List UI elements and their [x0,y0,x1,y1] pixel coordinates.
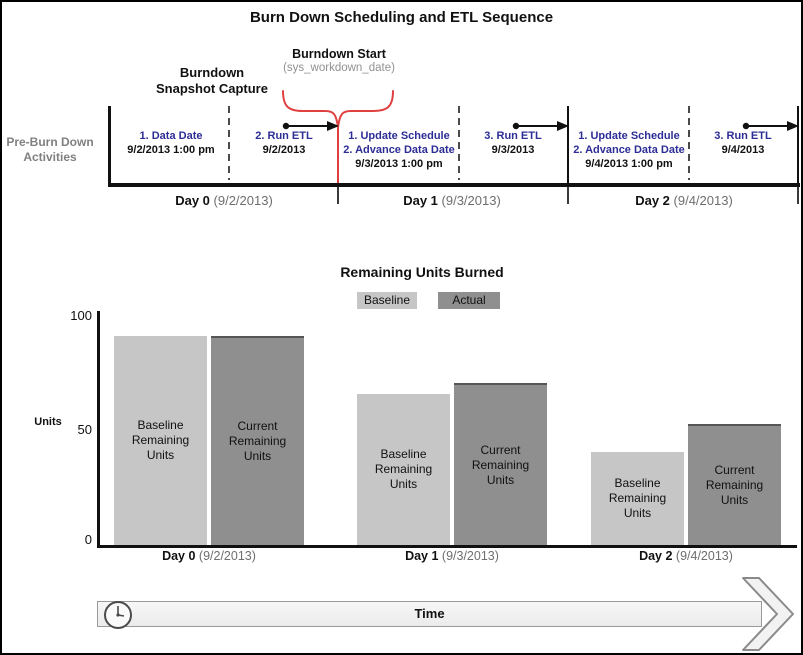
timeline-axis [108,183,800,187]
chart-x-axis [97,545,797,548]
step-label: 1. Update Schedule [578,130,680,142]
day1-day2-axis-tick [567,187,569,204]
time-arrow-bar: Time [97,601,762,627]
day1-label: Day 1 (9/3/2013) [352,193,552,208]
day-date: (9/3/2013) [441,193,501,208]
pre-burn-line2: Activities [23,150,77,164]
timeline-end-boundary [797,106,799,183]
pre-burn-line1: Pre-Burn Down [6,135,94,149]
y-tick-100: 100 [70,308,92,323]
y-axis-label: Units [34,416,62,428]
day1-day2-boundary [567,106,569,183]
day-date: (9/4/2013) [673,193,733,208]
day-name: Day 2 [635,193,670,208]
step-label: 1. Update Schedule [348,130,450,142]
x-tick-name: Day 2 [639,549,673,563]
timeline-cell-run-etl-day0: 2. Run ETL 9/2/2013 [233,129,335,157]
timeline-end-axis-tick [797,187,799,204]
bar-baseline-day2: Baseline Remaining Units [591,452,684,545]
clock-icon [104,601,132,629]
bar-actual-day0: Current Remaining Units [211,336,304,545]
step-label: 1. Data Date [139,130,203,142]
bar-baseline-day1: Baseline Remaining Units [357,394,450,545]
burndown-snapshot-capture-label: Burndown Snapshot Capture [122,65,302,97]
snapshot-line1: Burndown [179,65,245,80]
step-label: 3. Run ETL [714,130,772,142]
x-tick-date: (9/4/2013) [675,549,733,563]
dashed-divider-1 [228,106,230,180]
x-tick-day1: Day 1 (9/3/2013) [352,549,552,563]
legend-baseline: Baseline [357,292,417,309]
bar-label: Current Remaining Units [471,442,530,487]
timeline-cell-data-date: 1. Data Date 9/2/2013 1:00 pm [114,129,228,157]
day-name: Day 0 [175,193,210,208]
day-name: Day 1 [403,193,438,208]
step-label: 2. Advance Data Date [573,144,685,156]
bar-label: Current Remaining Units [705,463,764,507]
day-date: (9/2/2013) [213,193,273,208]
y-tick-50: 50 [77,422,92,437]
chart-y-axis [97,311,100,548]
timeline-cell-update-day2: 1. Update Schedule 2. Advance Data Date … [570,129,688,171]
pre-burn-activities-label: Pre-Burn Down Activities [4,135,96,165]
x-tick-day2: Day 2 (9/4/2013) [586,549,786,563]
run-etl-arrow-day0-icon [282,121,339,131]
burndown-start-subtitle: (sys_workdown_date) [283,62,395,74]
step-date: 9/4/2013 [721,144,765,156]
x-tick-date: (9/3/2013) [441,549,499,563]
dashed-divider-3 [688,106,690,180]
day0-day1-axis-tick [337,187,339,204]
run-etl-arrow-day2-icon [742,121,799,131]
dashed-divider-2 [458,106,460,180]
step-label: 2. Run ETL [255,130,313,142]
step-label: 3. Run ETL [484,130,542,142]
bar-actual-day2: Current Remaining Units [688,424,781,545]
day0-label: Day 0 (9/2/2013) [124,193,324,208]
day2-label: Day 2 (9/4/2013) [584,193,784,208]
x-tick-name: Day 0 [162,549,196,563]
bar-baseline-day0: Baseline Remaining Units [114,336,207,545]
bar-label: Baseline Remaining Units [608,476,667,520]
legend-actual: Actual [438,292,500,309]
bar-label: Baseline Remaining Units [374,447,433,491]
step-date: 9/2/2013 1:00 pm [127,144,215,156]
time-arrow-chevron-icon [742,577,794,651]
x-tick-name: Day 1 [405,549,439,563]
timeline-start-boundary [108,106,111,183]
step-date: 9/3/2013 1:00 pm [355,158,443,170]
chart-title: Remaining Units Burned [340,264,504,280]
x-tick-day0: Day 0 (9/2/2013) [109,549,309,563]
page-title: Burn Down Scheduling and ETL Sequence [249,9,554,26]
timeline-cell-run-etl-day2: 3. Run ETL 9/4/2013 [691,129,795,157]
burndown-start-marker-line [337,127,339,185]
step-date: 9/3/2013 [491,144,535,156]
burndown-start-title: Burndown Start [292,47,386,61]
step-label: 2. Advance Data Date [343,144,455,156]
y-tick-0: 0 [84,532,92,547]
bar-label: Current Remaining Units [228,419,287,463]
step-date: 9/2/2013 [262,144,306,156]
snapshot-line2: Snapshot Capture [156,81,268,96]
step-date: 9/4/2013 1:00 pm [585,158,673,170]
burndown-start-label: Burndown Start (sys_workdown_date) [277,47,401,75]
timeline-cell-run-etl-day1: 3. Run ETL 9/3/2013 [461,129,565,157]
timeline-cell-update-day1: 1. Update Schedule 2. Advance Data Date … [340,129,458,171]
bar-actual-day1: Current Remaining Units [454,383,547,545]
run-etl-arrow-day1-icon [512,121,569,131]
x-tick-date: (9/2/2013) [198,549,256,563]
bar-label: Baseline Remaining Units [131,418,190,462]
